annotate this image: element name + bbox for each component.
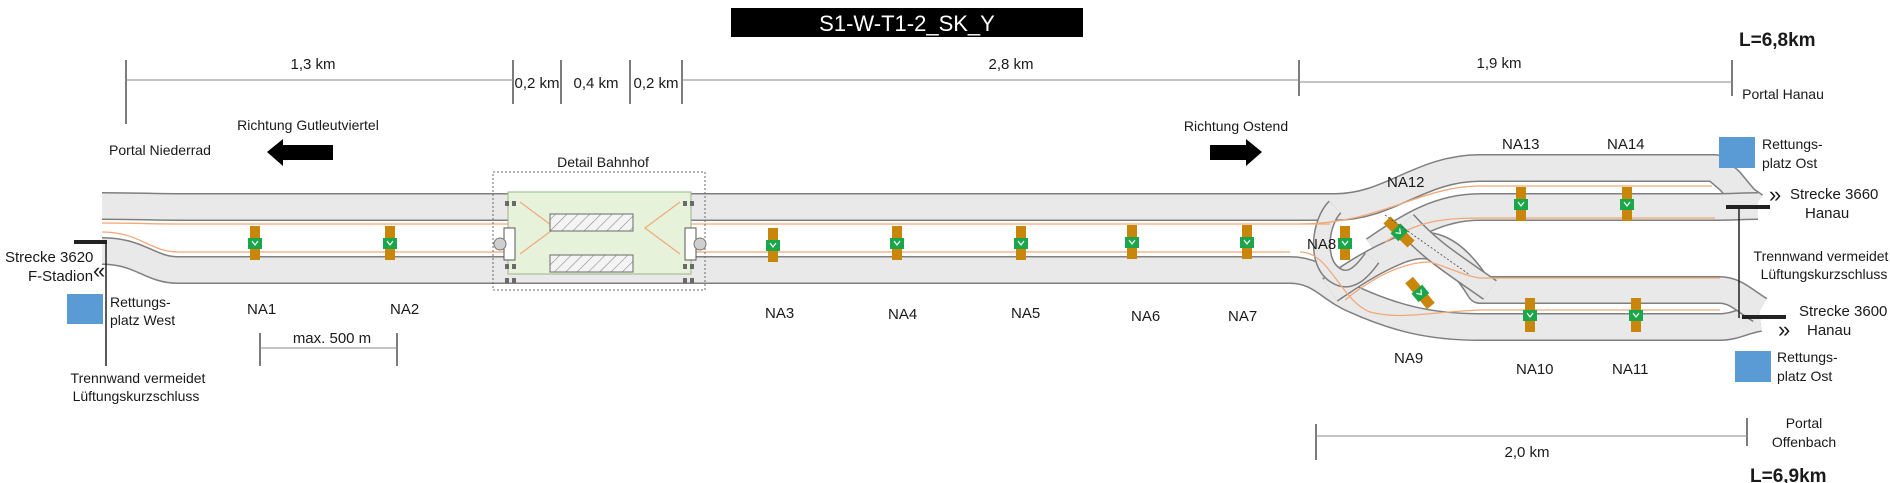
dim-max-500m: max. 500 m bbox=[293, 330, 371, 347]
station-label: Detail Bahnhof bbox=[557, 154, 649, 170]
route-3660-line1: Strecke 3660 bbox=[1790, 186, 1878, 203]
label-na2: NA2 bbox=[390, 301, 419, 318]
direction-west: Richtung Gutleutviertel bbox=[237, 117, 379, 166]
arrow-right-icon bbox=[1210, 139, 1262, 166]
label-na9: NA9 bbox=[1394, 350, 1423, 367]
label-na10: NA10 bbox=[1516, 361, 1554, 378]
arrow-left-icon bbox=[267, 139, 333, 166]
route-3600-arrow-icon: » bbox=[1778, 317, 1790, 342]
label-na7: NA7 bbox=[1228, 308, 1257, 325]
rail-lines bbox=[101, 185, 1720, 317]
rescue-west-line2: platz West bbox=[110, 312, 175, 328]
label-na4: NA4 bbox=[888, 306, 917, 323]
portal-offenbach-1: Portal bbox=[1786, 415, 1823, 431]
rescue-area-west bbox=[67, 294, 103, 324]
station-detail: Detail Bahnhof bbox=[492, 154, 707, 291]
rescue-east-upper-line1: Rettungs- bbox=[1762, 136, 1823, 152]
dim-1-3km: 1,3 km bbox=[290, 56, 335, 73]
partition-east-line2: Lüftungskurzschluss bbox=[1761, 266, 1888, 282]
cross-passage-na14 bbox=[1619, 186, 1635, 222]
rescue-west-line1: Rettungs- bbox=[110, 294, 171, 310]
partition-east-line1: Trennwand vermeidet bbox=[1754, 248, 1889, 264]
cross-passage-na8 bbox=[1337, 225, 1353, 261]
route-west-line2: F-Stadion bbox=[28, 268, 93, 285]
platform-south bbox=[549, 254, 634, 273]
platform-north bbox=[549, 213, 634, 232]
title: S1-W-T1-2_SK_Y bbox=[819, 11, 995, 36]
direction-east: Richtung Ostend bbox=[1184, 118, 1288, 166]
cross-passage-na5 bbox=[1013, 225, 1029, 261]
cross-passage-na2 bbox=[382, 225, 398, 261]
label-na8: NA8 bbox=[1307, 236, 1336, 253]
label-na1: NA1 bbox=[247, 301, 276, 318]
dim-1-9km: 1,9 km bbox=[1476, 55, 1521, 72]
cross-passage-na10 bbox=[1522, 297, 1538, 333]
cross-passage-na13 bbox=[1513, 186, 1529, 222]
cross-passage-na3 bbox=[765, 227, 781, 263]
cross-passage-na11 bbox=[1628, 297, 1644, 333]
dim-2-8km: 2,8 km bbox=[988, 56, 1033, 73]
dimension-lines: 1,3 km 0,2 km 0,4 km 0,2 km 2,8 km 1,9 k… bbox=[125, 55, 1748, 461]
cross-passage-na4 bbox=[889, 225, 905, 261]
route-3660-arrow-icon: » bbox=[1769, 182, 1781, 207]
dim-0-2km-a: 0,2 km bbox=[514, 75, 559, 92]
partition-west-line1: Trennwand vermeidet bbox=[71, 370, 206, 386]
route-3600-line1: Strecke 3600 bbox=[1799, 303, 1887, 320]
dim-0-4km: 0,4 km bbox=[573, 75, 618, 92]
direction-east-label: Richtung Ostend bbox=[1184, 118, 1288, 134]
portal-niederrad: Portal Niederrad bbox=[109, 142, 211, 158]
dim-0-2km-b: 0,2 km bbox=[633, 75, 678, 92]
partition-west-line2: Lüftungskurzschluss bbox=[73, 388, 200, 404]
label-na14: NA14 bbox=[1607, 136, 1645, 153]
direction-west-label: Richtung Gutleutviertel bbox=[237, 117, 379, 133]
cross-passage-markers bbox=[247, 186, 1644, 333]
route-3660-line2: Hanau bbox=[1805, 205, 1849, 222]
rescue-east-upper-line2: platz Ost bbox=[1762, 155, 1817, 171]
total-length-lower: L=6,9km bbox=[1750, 466, 1827, 483]
route-west-line1: Strecke 3620 bbox=[5, 249, 93, 266]
route-3600-line2: Hanau bbox=[1807, 322, 1851, 339]
portal-hanau: Portal Hanau bbox=[1742, 86, 1824, 102]
label-na5: NA5 bbox=[1011, 305, 1040, 322]
rescue-east-lower-line1: Rettungs- bbox=[1777, 349, 1838, 365]
rescue-area-east-upper bbox=[1719, 137, 1755, 168]
dim-2-0km: 2,0 km bbox=[1504, 444, 1549, 461]
label-na11: NA11 bbox=[1612, 361, 1648, 378]
cross-passage-na1 bbox=[247, 225, 263, 261]
station-frame bbox=[492, 171, 706, 291]
label-na6: NA6 bbox=[1131, 308, 1160, 325]
rescue-east-lower-line2: platz Ost bbox=[1777, 368, 1832, 384]
cross-passage-na7 bbox=[1239, 224, 1255, 260]
label-na3: NA3 bbox=[765, 305, 794, 322]
title-bar bbox=[731, 8, 1083, 37]
cross-passage-na6 bbox=[1124, 224, 1140, 260]
rescue-area-east-lower bbox=[1735, 351, 1771, 382]
cross-passage-labels: NA1 NA2 NA3 NA4 NA5 NA6 NA7 NA8 NA9 NA10… bbox=[247, 136, 1648, 378]
label-na12: NA12 bbox=[1387, 174, 1425, 191]
label-na13: NA13 bbox=[1502, 136, 1540, 153]
portal-offenbach-2: Offenbach bbox=[1772, 434, 1836, 450]
tunnel-tubes bbox=[101, 154, 1768, 341]
total-length-upper: L=6,8km bbox=[1739, 30, 1816, 51]
route-west-arrow-icon: « bbox=[93, 258, 105, 283]
